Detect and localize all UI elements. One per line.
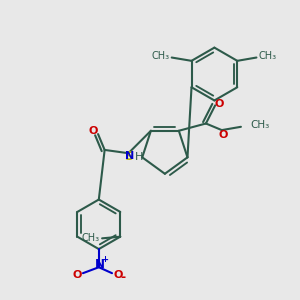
Text: -: -	[121, 271, 126, 284]
Text: H: H	[135, 152, 143, 162]
Text: CH₃: CH₃	[250, 121, 269, 130]
Text: O: O	[218, 130, 227, 140]
Text: CH₃: CH₃	[258, 51, 276, 61]
Text: O: O	[114, 269, 123, 280]
Text: N: N	[94, 258, 104, 271]
Text: +: +	[101, 256, 108, 265]
Text: N: N	[125, 151, 135, 161]
Text: O: O	[214, 99, 224, 109]
Text: CH₃: CH₃	[152, 51, 170, 61]
Text: CH₃: CH₃	[82, 233, 100, 243]
Text: S: S	[124, 150, 133, 163]
Text: O: O	[89, 126, 98, 136]
Text: O: O	[73, 269, 82, 280]
